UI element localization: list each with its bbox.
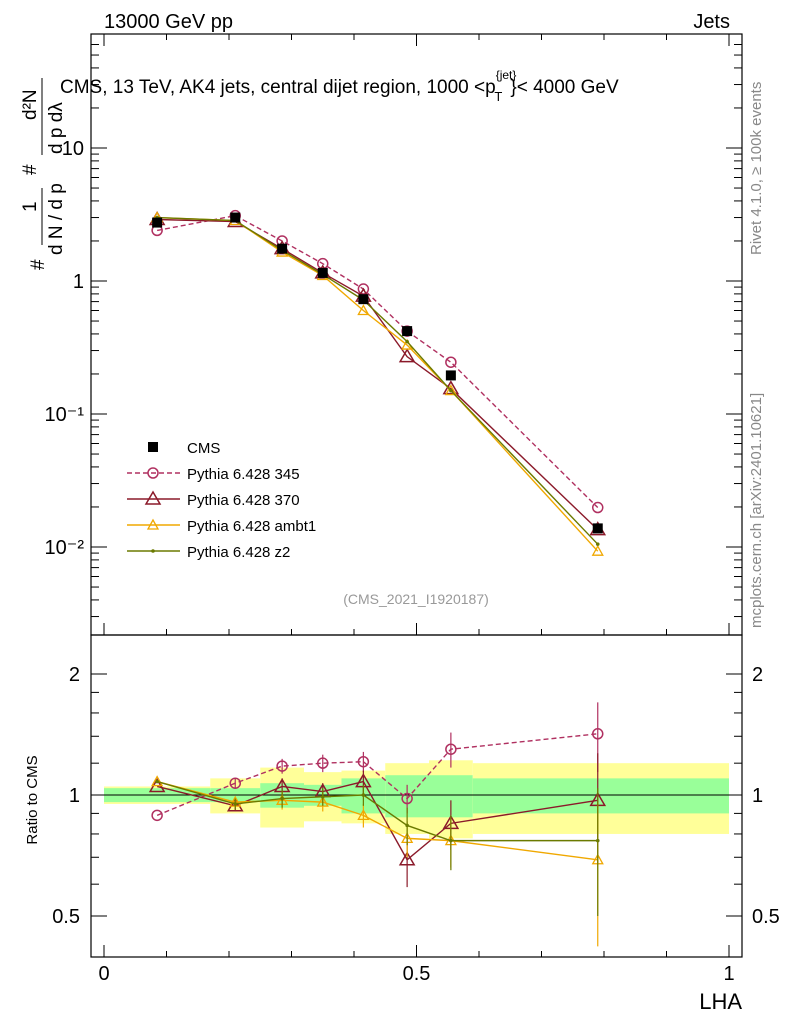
marker-ratio-z2 [233, 802, 238, 806]
marker-ratio-p345 [276, 760, 288, 772]
marker-upper-p345 [357, 283, 370, 295]
y-axis-label-top-den2: d p dλ [46, 102, 67, 154]
marker-ratio-p345 [401, 792, 413, 805]
legend-label-p370: Pythia 6.428 370 [187, 492, 300, 509]
band-inner-7 [472, 778, 729, 814]
marker-ratio-ambt1 [357, 809, 370, 820]
marker-upper-z2 [405, 339, 409, 344]
x-tick-label: 1 [723, 963, 734, 985]
axis-ticks: 0 0.5 1 10⁻² 10⁻¹ 1 10 0.5 0.5 1 1 2 2 [45, 34, 780, 985]
plot-title-sup: {jet} [496, 68, 517, 82]
y-tick-label-top: 10⁻² [45, 537, 85, 559]
y-tick-label-top: 10 [62, 138, 84, 160]
marker-ratio-z2 [361, 793, 366, 797]
marker-ratio-z2 [155, 779, 159, 784]
marker-cms [592, 523, 603, 534]
marker-cms [317, 267, 328, 278]
marker-ratio-p345 [151, 809, 163, 822]
y-tick-label-bottom-right: 0.5 [752, 906, 780, 928]
legend-marker-ambt1 [146, 518, 160, 530]
marker-cms [277, 243, 288, 254]
y-tick-label-bottom: 2 [69, 664, 80, 686]
marker-cms [445, 370, 456, 381]
analysis-label: (CMS_2021_I1920187) [343, 591, 489, 607]
marker-ratio-z2 [280, 796, 284, 801]
marker-cms [152, 217, 163, 228]
marker-upper-ambt1 [357, 304, 370, 316]
marker-cms [230, 212, 241, 223]
legend-marker-p370 [144, 490, 162, 505]
marker-upper-z2 [595, 542, 600, 546]
marker-upper-ambt1 [591, 544, 604, 556]
marker-ratio-ambt1 [316, 795, 329, 807]
marker-upper-ambt1 [444, 384, 457, 396]
y-axis-label-top-one: 1 [20, 201, 41, 212]
legend-marker-cms [148, 442, 158, 452]
marker-upper-p370 [398, 348, 416, 363]
marker-ratio-p345 [592, 728, 604, 740]
y-tick-label-top: 10⁻¹ [45, 404, 85, 426]
y-tick-label-bottom-right: 1 [752, 785, 763, 807]
y-tick-label-top: 1 [73, 271, 84, 293]
y-axis-label-top: # 1 d N / d p # d²N d p dλ [20, 78, 67, 270]
marker-ratio-p345 [317, 757, 329, 769]
legend-label-p345: Pythia 6.428 345 [187, 466, 300, 483]
marker-ratio-p370 [226, 797, 244, 812]
marker-ratio-z2 [405, 823, 409, 828]
marker-cms [358, 294, 369, 305]
x-tick-label: 0 [98, 963, 109, 985]
y-axis-label-top-den: d N / d p [46, 183, 67, 255]
rivet-version-label: Rivet 4.1.0, ≥ 100k events [748, 82, 765, 255]
marker-ratio-p370 [398, 851, 416, 866]
y-axis-label-bottom: Ratio to CMS [24, 755, 41, 844]
header-right-label: Jets [693, 11, 730, 33]
legend-label-cms: CMS [187, 440, 220, 457]
y-axis-label-top-text: # [28, 259, 49, 270]
marker-upper-p345 [445, 356, 457, 368]
marker-upper-p345 [592, 501, 604, 514]
marker-ratio-p345 [357, 755, 370, 768]
marker-ratio-ambt1 [151, 775, 164, 787]
marker-upper-z2 [449, 388, 453, 393]
y-axis-label-top-num2: d²N [20, 89, 41, 120]
marker-ratio-z2 [449, 838, 453, 843]
marker-cms [402, 326, 413, 337]
x-axis-label: LHA [699, 989, 742, 1014]
uncertainty-bands [91, 760, 742, 839]
legend-label-z2: Pythia 6.428 z2 [187, 544, 290, 561]
line-ratio-p345 [156, 733, 598, 816]
legend-marker-z2 [151, 549, 155, 553]
plot-title: CMS, 13 TeV, AK4 jets, central dijet reg… [60, 68, 619, 104]
line-ratio-z2 [156, 780, 598, 842]
legend-marker-p345 [147, 467, 159, 479]
marker-ratio-p345 [445, 743, 457, 755]
y-tick-label-bottom-right: 2 [752, 664, 763, 686]
legend: CMS Pythia 6.428 345 Pythia 6.428 370 Pythi… [127, 440, 316, 561]
marker-ratio-p345 [229, 777, 241, 789]
y-tick-label-bottom: 1 [69, 785, 80, 807]
plot-title-tail: }< 4000 GeV [510, 77, 619, 98]
mcplots-label: mcplots.cern.ch [arXiv:2401.10621] [748, 393, 765, 628]
y-axis-label-top-hash: # [20, 164, 41, 175]
plot-title-sub: T [494, 89, 502, 104]
marker-ratio-z2 [595, 838, 600, 843]
y-tick-label-bottom: 0.5 [52, 906, 80, 928]
upper-series-group [148, 209, 607, 556]
x-tick-label: 0.5 [403, 963, 431, 985]
header-left-label: 13000 GeV pp [104, 11, 233, 33]
plot-title-main: CMS, 13 TeV, AK4 jets, central dijet reg… [60, 77, 496, 98]
legend-label-ambt1: Pythia 6.428 ambt1 [187, 518, 316, 535]
line-upper-p345 [156, 214, 599, 509]
lower-series-group [148, 702, 607, 947]
line-upper-z2 [157, 216, 599, 545]
line-upper-p370 [157, 218, 599, 531]
marker-ratio-z2 [320, 794, 325, 799]
line-ratio-ambt1 [156, 780, 598, 861]
